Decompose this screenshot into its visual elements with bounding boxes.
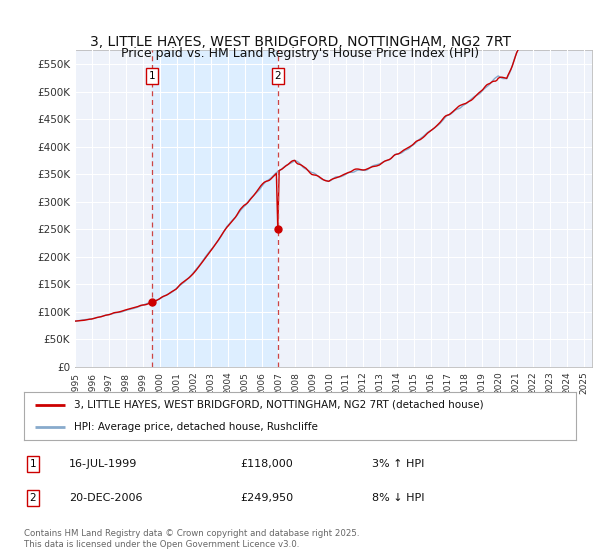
Text: 3, LITTLE HAYES, WEST BRIDGFORD, NOTTINGHAM, NG2 7RT: 3, LITTLE HAYES, WEST BRIDGFORD, NOTTING… [89, 35, 511, 49]
Text: This data is licensed under the Open Government Licence v3.0.: This data is licensed under the Open Gov… [24, 540, 299, 549]
Text: 1: 1 [149, 71, 155, 81]
Text: Contains HM Land Registry data © Crown copyright and database right 2025.: Contains HM Land Registry data © Crown c… [24, 529, 359, 538]
Text: 8% ↓ HPI: 8% ↓ HPI [372, 493, 425, 503]
Text: Price paid vs. HM Land Registry's House Price Index (HPI): Price paid vs. HM Land Registry's House … [121, 47, 479, 60]
Text: £249,950: £249,950 [240, 493, 293, 503]
Text: 1: 1 [29, 459, 37, 469]
Bar [152, 50, 278, 367]
Text: 3% ↑ HPI: 3% ↑ HPI [372, 459, 424, 469]
Text: HPI: Average price, detached house, Rushcliffe: HPI: Average price, detached house, Rush… [74, 422, 317, 432]
Text: 2: 2 [29, 493, 37, 503]
Text: 3, LITTLE HAYES, WEST BRIDGFORD, NOTTINGHAM, NG2 7RT (detached house): 3, LITTLE HAYES, WEST BRIDGFORD, NOTTING… [74, 400, 484, 410]
Text: £118,000: £118,000 [240, 459, 293, 469]
Text: 20-DEC-2006: 20-DEC-2006 [69, 493, 143, 503]
Text: 2: 2 [275, 71, 281, 81]
Text: 16-JUL-1999: 16-JUL-1999 [69, 459, 137, 469]
